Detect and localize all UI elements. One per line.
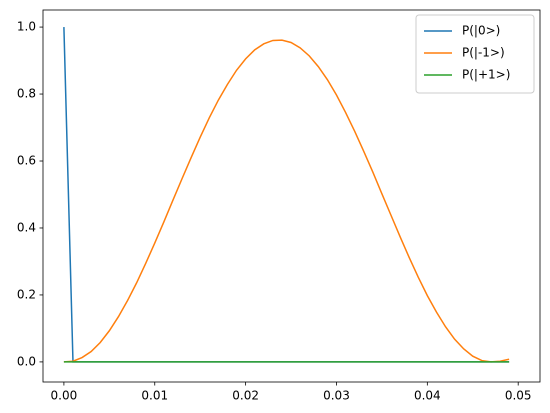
legend: P(|0>) P(|-1>) P(|+1>): [415, 14, 535, 94]
legend-label: P(|-1>): [462, 46, 505, 60]
x-tick-label: 0.00: [51, 389, 78, 403]
legend-label: P(|+1>): [462, 68, 510, 82]
x-tick-label: 0.05: [505, 389, 532, 403]
y-tick-label: 0.8: [17, 87, 36, 101]
y-tick-label: 0.0: [17, 354, 36, 368]
y-tick-label: 0.4: [17, 220, 36, 234]
x-tick-label: 0.03: [323, 389, 350, 403]
legend-label: P(|0>): [462, 24, 500, 38]
x-tick-label: 0.04: [414, 389, 441, 403]
x-tick-label: 0.02: [232, 389, 259, 403]
x-tick-label: 0.01: [141, 389, 168, 403]
y-tick-label: 1.0: [17, 20, 36, 34]
y-tick-label: 0.2: [17, 287, 36, 301]
legend-box: [415, 14, 535, 94]
y-tick-label: 0.6: [17, 154, 36, 168]
axes-frame: [42, 9, 541, 383]
series-line: [63, 39, 510, 363]
